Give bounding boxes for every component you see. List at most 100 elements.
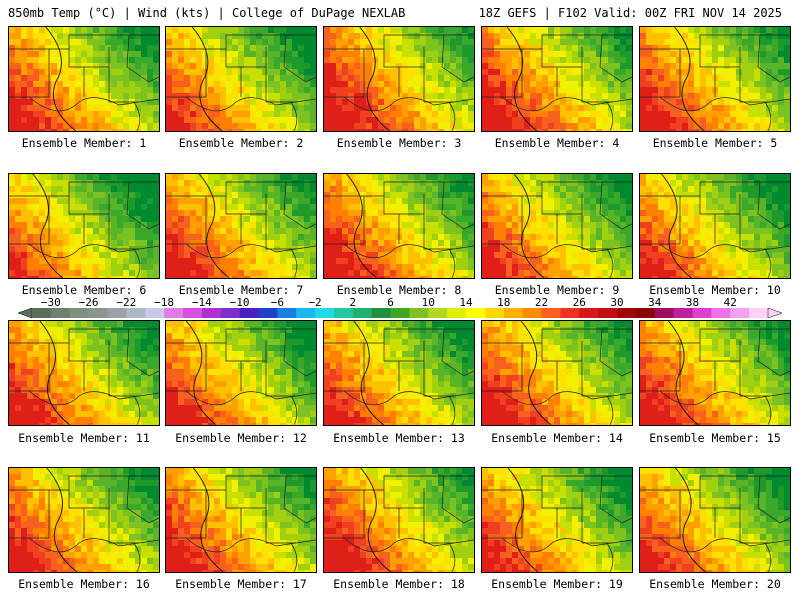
ensemble-member-label: Ensemble Member: 20 [649,577,781,591]
colorbar-bin [428,308,448,318]
ensemble-member-label: Ensemble Member: 14 [491,431,623,445]
ensemble-member-label: Ensemble Member: 9 [494,283,620,297]
colorbar-bin [126,308,146,318]
ensemble-member-label: Ensemble Member: 5 [652,136,778,150]
colorbar-bin [315,308,335,318]
colorbar-bin [409,308,429,318]
colorbar-bin [32,308,52,318]
colorbar-tick-label: −14 [191,296,212,309]
colorbar-bin [201,308,222,318]
chart-title: 850mb Temp (°C) | Wind (kts) | College o… [8,6,406,20]
colorbar-bin [88,308,108,318]
ensemble-member-label: Ensemble Member: 15 [649,431,781,445]
colorbar-bin [296,308,316,318]
ensemble-member-label: Ensemble Member: 16 [18,577,150,591]
colorbar-bin [390,308,410,318]
colorbar-bin [579,308,599,318]
colorbar-bin [277,308,297,318]
colorbar-bin [50,308,71,318]
ensemble-map-6 [8,173,160,279]
colorbar-bin [145,308,165,318]
ensemble-map-2 [165,26,317,132]
colorbar-bin [711,308,731,318]
ensemble-member-label: Ensemble Member: 19 [491,577,623,591]
colorbar-tick-label: −26 [78,296,99,309]
colorbar-tick-label: 18 [497,296,511,309]
colorbar-tick-label: −18 [154,296,175,309]
ensemble-member-label: Ensemble Member: 11 [18,431,150,445]
ensemble-map-1 [8,26,160,132]
colorbar-bin [371,308,391,318]
colorbar-bin [654,308,674,318]
colorbar-bin [730,308,750,318]
colorbar-bin [522,308,542,318]
ensemble-map-4 [481,26,633,132]
ensemble-member-label: Ensemble Member: 1 [21,136,147,150]
colorbar-bin [333,308,354,318]
ensemble-member-label: Ensemble Member: 4 [494,136,620,150]
run-valid-time: 18Z GEFS | F102 Valid: 00Z FRI NOV 14 20… [478,6,782,20]
colorbar-bin [635,308,656,318]
colorbar-tick-label: 26 [572,296,586,309]
colorbar-tick-label: 2 [349,296,357,309]
ensemble-map-17 [165,467,317,573]
ensemble-member-label: Ensemble Member: 12 [175,431,307,445]
colorbar-max-arrow [767,308,782,318]
colorbar-bin [503,308,523,318]
ensemble-map-19 [481,467,633,573]
ensemble-map-10 [639,173,791,279]
ensemble-member-label: Ensemble Member: 7 [178,283,304,297]
colorbar-tick-label: 34 [648,296,662,309]
ensemble-map-12 [165,320,317,426]
ensemble-map-7 [165,173,317,279]
ensemble-map-9 [481,173,633,279]
colorbar-bin [258,308,278,318]
colorbar-tick-label: 42 [723,296,737,309]
ensemble-map-8 [323,173,475,279]
colorbar-bin [352,308,372,318]
colorbar-bin [617,308,637,318]
ensemble-map-15 [639,320,791,426]
ensemble-map-14 [481,320,633,426]
ensemble-map-11 [8,320,160,426]
colorbar-bin [692,308,712,318]
colorbar-bin [749,308,769,318]
ensemble-member-label: Ensemble Member: 3 [336,136,462,150]
colorbar-bin [541,308,561,318]
colorbar-bin [107,308,127,318]
colorbar-tick-label: −6 [270,296,284,309]
colorbar-bin [447,308,467,318]
colorbar-tick-label: −10 [229,296,250,309]
colorbar-bin [560,308,580,318]
ensemble-member-label: Ensemble Member: 6 [21,283,147,297]
ensemble-member-label: Ensemble Member: 8 [336,283,462,297]
colorbar-tick-label: 6 [387,296,394,309]
ensemble-map-3 [323,26,475,132]
colorbar-bin [182,308,203,318]
colorbar-tick-label: −22 [116,296,137,309]
colorbar-bin [466,308,486,318]
ensemble-map-20 [639,467,791,573]
colorbar-bin [239,308,259,318]
colorbar-tick-label: 14 [459,296,473,309]
colorbar-tick-label: 22 [534,296,549,309]
colorbar-tick-label: 10 [421,296,435,309]
colorbar-tick-label: 38 [685,296,700,309]
colorbar-tick-label: −30 [40,296,61,309]
ensemble-member-label: Ensemble Member: 2 [178,136,304,150]
colorbar-bin [164,308,184,318]
colorbar-bin [69,308,89,318]
colorbar-tick-label: 30 [610,296,624,309]
colorbar-min-arrow [18,308,33,318]
colorbar-ticks: −30 −26 −22 −18 −14 −10 −6 −2 2 6 10 14 18 22 26 30 34 38… [0,296,800,309]
temperature-colorbar [18,308,782,318]
colorbar-bin [220,308,240,318]
ensemble-map-18 [323,467,475,573]
ensemble-member-label: Ensemble Member: 10 [649,283,781,297]
colorbar-tick-label: −2 [308,296,322,309]
colorbar-bin [673,308,693,318]
ensemble-map-5 [639,26,791,132]
ensemble-map-16 [8,467,160,573]
ensemble-member-label: Ensemble Member: 17 [175,577,307,591]
ensemble-member-label: Ensemble Member: 18 [333,577,465,591]
